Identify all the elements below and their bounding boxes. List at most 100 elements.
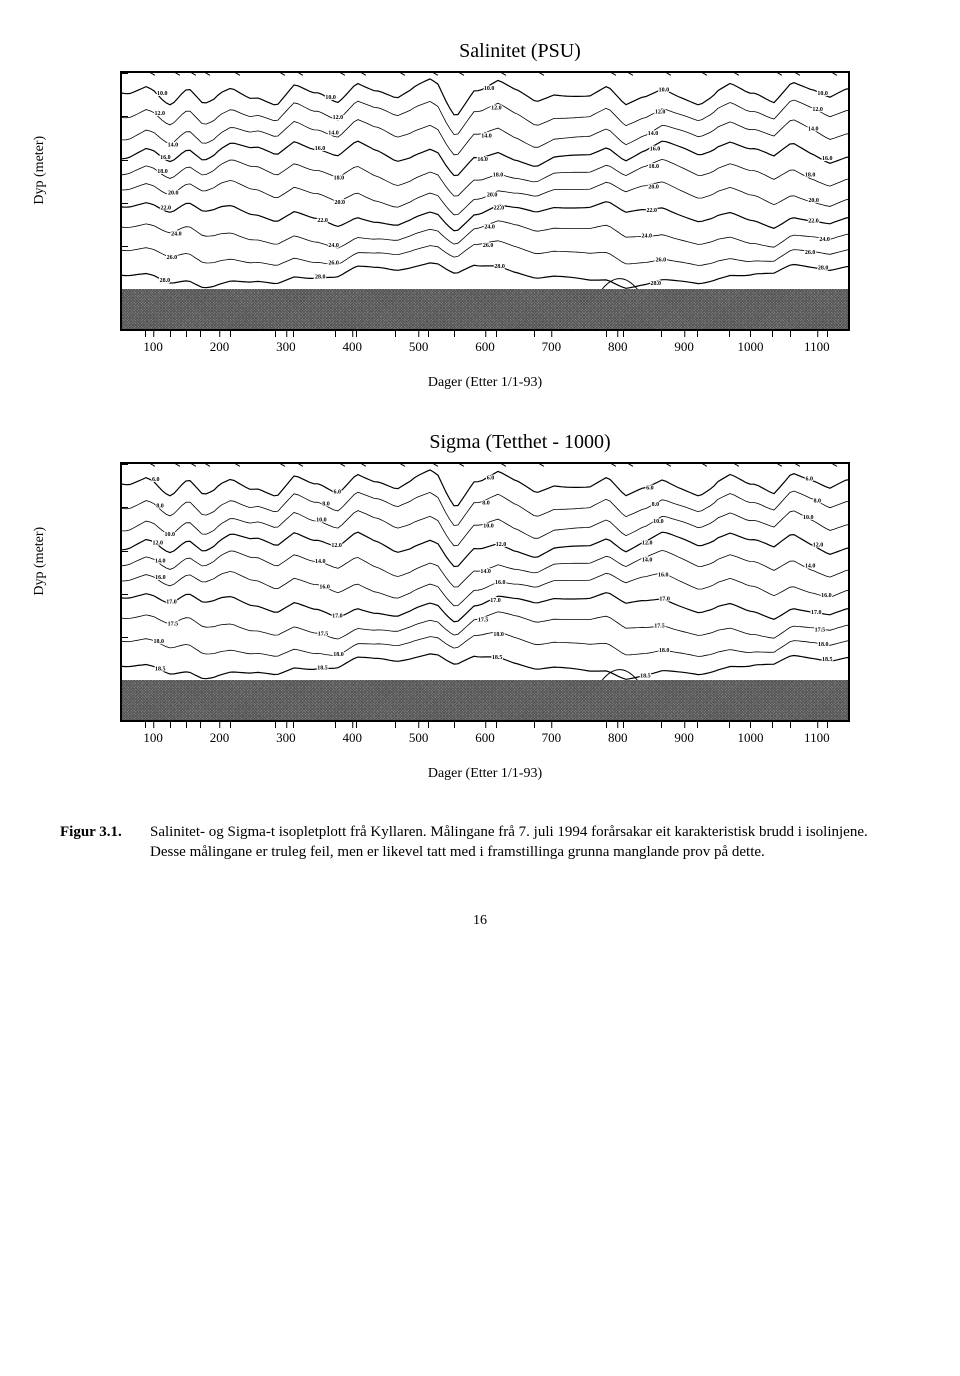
svg-text:16.0: 16.0 — [650, 146, 661, 152]
svg-text:12.0: 12.0 — [496, 542, 507, 548]
svg-text:24.0: 24.0 — [819, 237, 830, 243]
svg-text:14.0: 14.0 — [481, 133, 492, 139]
x-axis-label: Dager (Etter 1/1-93) — [120, 766, 850, 782]
svg-text:6.0: 6.0 — [646, 485, 654, 491]
svg-text:16.0: 16.0 — [160, 155, 171, 161]
sigma-chart: Sigma (Tetthet - 1000) Dyp (meter) 0-5-1… — [60, 431, 900, 782]
svg-text:16.0: 16.0 — [495, 580, 506, 586]
svg-text:14.0: 14.0 — [328, 131, 339, 137]
svg-text:6.0: 6.0 — [487, 476, 495, 482]
svg-text:17.5: 17.5 — [815, 627, 826, 633]
svg-text:18.0: 18.0 — [334, 175, 345, 181]
svg-text:14.0: 14.0 — [808, 126, 819, 132]
svg-text:17.0: 17.0 — [659, 596, 670, 602]
svg-text:14.0: 14.0 — [168, 142, 179, 148]
svg-text:24.0: 24.0 — [642, 234, 653, 240]
svg-text:17.5: 17.5 — [168, 622, 179, 628]
page-number: 16 — [60, 913, 900, 929]
svg-text:18.5: 18.5 — [492, 655, 503, 661]
svg-text:18.0: 18.0 — [154, 639, 165, 645]
plot-wrapper: 0-5-10-15-20-25-30 28.mar-935.mai-9330.m… — [120, 71, 850, 391]
seabed — [122, 289, 848, 329]
chart-area: Dyp (meter) 0-5-10-15-20-25-30 28.mar-93… — [60, 462, 900, 782]
svg-text:8.0: 8.0 — [482, 500, 490, 506]
svg-text:17.0: 17.0 — [332, 614, 343, 620]
svg-text:28.0: 28.0 — [818, 266, 829, 272]
svg-text:20.0: 20.0 — [808, 198, 819, 204]
svg-text:6.0: 6.0 — [152, 477, 160, 483]
svg-text:8.0: 8.0 — [322, 501, 330, 507]
svg-text:28.0: 28.0 — [315, 275, 326, 281]
svg-text:12.0: 12.0 — [491, 106, 502, 112]
svg-text:14.0: 14.0 — [480, 569, 491, 575]
svg-text:28.0: 28.0 — [160, 278, 171, 284]
y-axis-label: Dyp (meter) — [32, 527, 48, 596]
svg-text:18.0: 18.0 — [659, 648, 670, 654]
svg-text:18.5: 18.5 — [317, 665, 328, 671]
svg-text:10.0: 10.0 — [325, 95, 336, 101]
svg-text:16.0: 16.0 — [319, 584, 330, 590]
plot-box: 0-5-10-15-20-25-30 28.mar-935.mai-9330.m… — [120, 462, 850, 722]
svg-text:14.0: 14.0 — [155, 559, 166, 565]
svg-text:10.0: 10.0 — [653, 519, 664, 525]
svg-text:18.5: 18.5 — [640, 674, 651, 680]
svg-text:16.0: 16.0 — [477, 157, 488, 163]
svg-text:17.0: 17.0 — [166, 599, 177, 605]
svg-text:14.0: 14.0 — [642, 557, 653, 563]
svg-text:18.0: 18.0 — [805, 173, 816, 179]
svg-text:14.0: 14.0 — [315, 559, 326, 565]
svg-text:12.0: 12.0 — [331, 543, 342, 549]
svg-text:18.0: 18.0 — [649, 164, 660, 170]
svg-text:22.0: 22.0 — [160, 205, 171, 211]
svg-text:17.5: 17.5 — [318, 631, 329, 637]
svg-text:20.0: 20.0 — [168, 191, 179, 197]
svg-text:26.0: 26.0 — [805, 250, 816, 256]
svg-text:18.0: 18.0 — [157, 169, 168, 175]
svg-text:10.0: 10.0 — [157, 91, 168, 97]
svg-text:10.0: 10.0 — [316, 518, 327, 524]
svg-text:18.0: 18.0 — [333, 652, 344, 658]
svg-text:16.0: 16.0 — [821, 593, 832, 599]
plot-wrapper: 0-5-10-15-20-25-30 28.mar-935.mai-9330.m… — [120, 462, 850, 782]
svg-text:10.0: 10.0 — [165, 532, 176, 538]
svg-text:12.0: 12.0 — [153, 541, 164, 547]
figure-text: Salinitet- og Sigma-t isopletplott frå K… — [150, 822, 900, 863]
svg-text:16.0: 16.0 — [658, 572, 669, 578]
svg-text:16.0: 16.0 — [155, 575, 166, 581]
svg-text:18.0: 18.0 — [493, 173, 504, 179]
svg-text:10.0: 10.0 — [659, 88, 670, 94]
svg-text:18.5: 18.5 — [822, 657, 833, 663]
svg-text:17.0: 17.0 — [811, 610, 822, 616]
svg-text:12.0: 12.0 — [813, 543, 824, 549]
svg-text:26.0: 26.0 — [483, 243, 494, 249]
svg-text:20.0: 20.0 — [648, 184, 659, 190]
svg-text:26.0: 26.0 — [328, 260, 339, 266]
svg-text:22.0: 22.0 — [647, 208, 658, 214]
x-axis-label: Dager (Etter 1/1-93) — [120, 375, 850, 391]
x-ticks: 10020030040050060070080090010001100 — [120, 331, 850, 371]
svg-text:12.0: 12.0 — [642, 540, 653, 546]
svg-text:10.0: 10.0 — [803, 515, 814, 521]
svg-text:18.0: 18.0 — [493, 632, 504, 638]
svg-text:18.0: 18.0 — [818, 642, 829, 648]
figure-caption: Figur 3.1. Salinitet- og Sigma-t isoplet… — [60, 822, 900, 863]
svg-text:17.0: 17.0 — [490, 598, 501, 604]
svg-text:12.0: 12.0 — [812, 107, 823, 113]
svg-text:10.0: 10.0 — [817, 91, 828, 97]
svg-text:17.5: 17.5 — [654, 623, 665, 629]
svg-text:17.5: 17.5 — [478, 617, 489, 623]
svg-text:14.0: 14.0 — [805, 564, 816, 570]
svg-text:12.0: 12.0 — [333, 115, 344, 121]
svg-text:24.0: 24.0 — [171, 232, 182, 238]
svg-text:12.0: 12.0 — [655, 109, 666, 115]
chart-title: Salinitet (PSU) — [60, 40, 900, 63]
svg-text:20.0: 20.0 — [487, 193, 498, 199]
page: Salinitet (PSU) Dyp (meter) 0-5-10-15-20… — [60, 40, 900, 929]
svg-text:26.0: 26.0 — [167, 255, 178, 261]
svg-text:10.0: 10.0 — [483, 524, 494, 530]
svg-text:14.0: 14.0 — [648, 131, 659, 137]
figure-label: Figur 3.1. — [60, 822, 150, 863]
plot-box: 0-5-10-15-20-25-30 28.mar-935.mai-9330.m… — [120, 71, 850, 331]
svg-text:22.0: 22.0 — [317, 218, 328, 224]
svg-text:6.0: 6.0 — [806, 477, 814, 483]
